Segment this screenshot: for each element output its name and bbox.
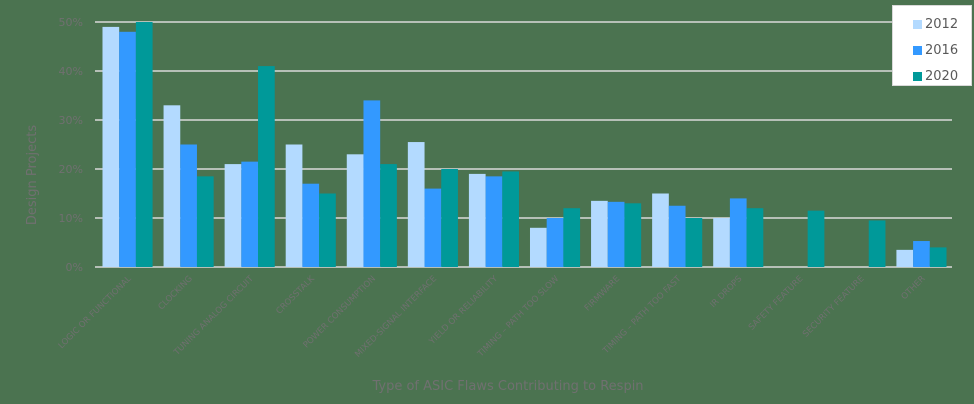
legend-label: 2020 [925,68,959,84]
bar-2012 [163,105,181,267]
legend-swatch-2016 [913,45,922,55]
bar-2012 [346,154,364,267]
bar-2020 [441,169,458,267]
bar-2016 [180,144,197,267]
x-tick-label: CROSSTALK [274,274,317,317]
x-tick-label: SAFETY FEATURE [747,274,806,333]
bar-2012 [407,142,425,267]
legend-swatch-2020 [913,71,922,81]
bar-2020 [563,208,581,267]
y-tick-label: 30% [59,114,83,127]
x-tick-label: FIRMWARE [583,274,622,313]
bars [102,22,947,268]
bar-2016 [607,201,625,267]
bar-2020 [196,176,214,267]
bar-2020 [380,164,397,267]
legend-item-2016: 2016 [913,41,958,59]
bar-2012 [285,144,303,267]
bar-2020 [685,218,703,267]
x-tick-label: IR DROPS [708,274,744,310]
bar-2016 [302,183,320,267]
bar-2020 [319,193,336,267]
bar-2020 [502,171,520,267]
bar-2016 [729,198,747,267]
x-axis-title: Type of ASIC Flaws Contributing to Respi… [371,379,643,394]
bar-2012 [529,227,547,267]
y-tick-label: 40% [59,65,83,78]
x-tick-label: SECURITY FEATURE [801,274,866,339]
legend-label: 2016 [925,42,959,58]
x-tick-label: CLOCKING [157,274,195,312]
bar-2016 [485,176,503,267]
legend-item-2020: 2020 [913,67,958,85]
bar-2012 [713,218,730,267]
bar-2020 [746,208,764,267]
bar-2020 [258,66,275,267]
bar-2016 [119,31,136,267]
chart-legend: 2012 2016 2020 [892,5,972,86]
bar-2016 [363,100,381,268]
bar-2020 [624,203,642,267]
bar-2016 [424,188,442,267]
x-tick-label: YIELD OR RELIABILITY [427,273,501,347]
bar-2016 [668,205,686,267]
y-tick-label: 0% [66,261,83,274]
x-tick-label: OTHER [900,274,928,302]
bar-2016 [546,218,564,267]
y-axis-ticks: 0% 10% 20% 30% 40% 50% [59,16,83,274]
y-tick-label: 20% [59,163,83,176]
bar-2020 [135,22,153,267]
y-tick-label: 50% [59,16,83,29]
bar-2012 [468,173,486,267]
bar-2020 [807,210,825,267]
bar-2012 [591,200,608,267]
bar-2016 [913,241,930,267]
bar-2012 [652,193,669,267]
legend-swatch-2012 [913,19,922,29]
legend-item-2012: 2012 [913,15,958,33]
bar-2020 [868,220,886,267]
x-tick-label: LOGIC OR FUNCTIONAL [57,274,134,351]
bar-2020 [929,247,947,267]
y-tick-label: 10% [59,212,83,225]
y-axis-title: Design Projects [25,125,40,225]
bar-2012 [102,26,120,268]
legend-label: 2012 [925,16,959,32]
bar-2012 [896,249,914,267]
bar-2012 [224,164,242,267]
bar-2016 [241,161,259,267]
